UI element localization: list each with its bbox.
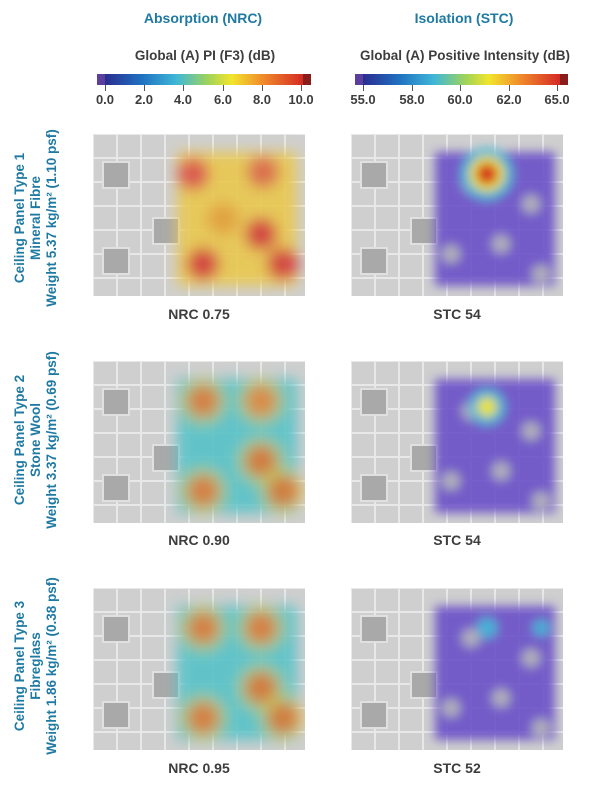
nrc-caption-2: NRC 0.90 — [168, 532, 230, 548]
heatmap-image — [93, 588, 305, 750]
absorption-colorbar — [97, 74, 311, 85]
colorbar-tick — [412, 85, 413, 91]
heatmap-image — [351, 134, 563, 296]
stc-caption-2: STC 54 — [433, 532, 481, 548]
colorbar-tick-label: 4.0 — [173, 92, 193, 107]
row-title: Ceiling Panel Type 1 — [12, 152, 27, 284]
colorbar-tick-label: 62.0 — [496, 92, 522, 107]
stc-caption-1: STC 54 — [433, 306, 481, 322]
colorbar-tick-label: 10.0 — [288, 92, 314, 107]
row-label-3: Ceiling Panel Type 3 Fibreglass Weight 1… — [12, 566, 72, 766]
isolation-heatmap-2 — [351, 361, 563, 523]
colorbar-tick-label: 2.0 — [134, 92, 154, 107]
colorbar-tick — [460, 85, 461, 91]
nrc-caption-3: NRC 0.95 — [168, 760, 230, 776]
colorbar-tick-label: 6.0 — [213, 92, 233, 107]
colorbar-tick — [363, 85, 364, 91]
row-material: Mineral Fibre — [28, 175, 43, 261]
colorbar-gradient — [105, 74, 303, 85]
row-title: Ceiling Panel Type 2 — [12, 374, 27, 506]
colorbar-tick — [557, 85, 558, 91]
row-label-1: Ceiling Panel Type 1 Mineral Fibre Weigh… — [12, 118, 72, 318]
colorbar-tick — [105, 85, 106, 91]
colorbar-low-end — [355, 74, 363, 85]
absorption-heatmap-3 — [93, 588, 305, 750]
colorbar-gradient — [363, 74, 560, 85]
colorbar-tick-label: 55.0 — [350, 92, 376, 107]
colorbar-tick — [183, 85, 184, 91]
colorbar-tick — [144, 85, 145, 91]
colorbar-tick — [262, 85, 263, 91]
colorbar-tick — [509, 85, 510, 91]
heatmap-image — [351, 588, 563, 750]
isolation-heatmap-1 — [351, 134, 563, 296]
heatmap-image — [93, 361, 305, 523]
colorbar-tick — [301, 85, 302, 91]
colorbar-low-end — [97, 74, 105, 85]
row-title: Ceiling Panel Type 3 — [12, 600, 27, 732]
isolation-heatmap-3 — [351, 588, 563, 750]
row-label-2: Ceiling Panel Type 2 Stone Wool Weight 3… — [12, 340, 72, 540]
absorption-column-title: Absorption (NRC) — [143, 10, 263, 26]
isolation-column-title: Isolation (STC) — [414, 10, 514, 26]
row-material: Stone Wool — [28, 403, 43, 477]
colorbar-tick — [223, 85, 224, 91]
colorbar-tick-label: 60.0 — [447, 92, 473, 107]
colorbar-tick-label: 8.0 — [252, 92, 272, 107]
row-weight: Weight 1.86 kg/m² (0.38 psf) — [44, 577, 59, 755]
row-material: Fibreglass — [28, 632, 43, 700]
isolation-colorbar — [355, 74, 568, 85]
stc-caption-3: STC 52 — [433, 760, 481, 776]
absorption-heatmap-1 — [93, 134, 305, 296]
heatmap-image — [93, 134, 305, 296]
heatmap-image — [351, 361, 563, 523]
colorbar-tick-label: 65.0 — [544, 92, 570, 107]
row-weight: Weight 3.37 kg/m² (0.69 psf) — [44, 351, 59, 529]
absorption-scale-title: Global (A) PI (F3) (dB) — [134, 48, 276, 63]
colorbar-tick-label: 58.0 — [399, 92, 425, 107]
colorbar-tick-label: 0.0 — [95, 92, 115, 107]
nrc-caption-1: NRC 0.75 — [168, 306, 230, 322]
row-weight: Weight 5.37 kg/m² (1.10 psf) — [44, 129, 59, 307]
absorption-heatmap-2 — [93, 361, 305, 523]
colorbar-high-end — [560, 74, 568, 85]
isolation-scale-title: Global (A) Positive Intensity (dB) — [359, 48, 570, 63]
colorbar-high-end — [303, 74, 311, 85]
